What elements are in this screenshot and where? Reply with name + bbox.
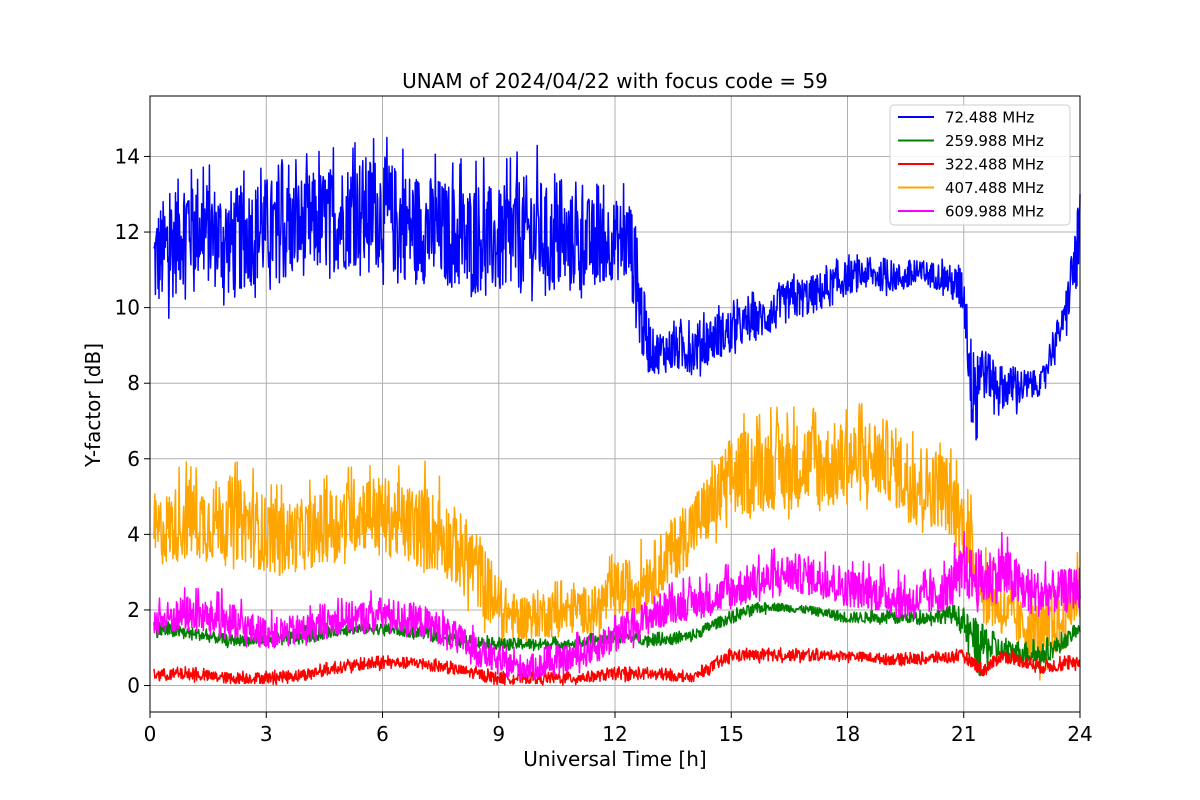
y-axis-ticks: 0 2 4 6 8 10 12 14: [115, 144, 150, 698]
x-tick-label: 24: [1067, 722, 1092, 746]
series-4: [153, 531, 1081, 680]
x-axis-ticks: 0 3 6 9 12 15 18 21 24: [144, 712, 1093, 746]
series-line: [153, 647, 1081, 686]
legend-entry: 322.488 MHz: [898, 156, 1044, 174]
x-tick-label: 6: [376, 722, 389, 746]
y-axis-label: Y-factor [dB]: [81, 343, 105, 468]
legend-label: 407.488 MHz: [945, 179, 1044, 197]
legend-label: 609.988 MHz: [945, 203, 1044, 221]
x-tick-label: 3: [260, 722, 273, 746]
series-layer: [153, 136, 1081, 686]
x-axis-label: Universal Time [h]: [523, 747, 706, 771]
y-tick-label: 12: [115, 220, 140, 244]
legend-box: [889, 104, 1071, 226]
legend: 72.488 MHz 259.988 MHz 322.488 MHz 407.4…: [889, 104, 1071, 226]
series-3: [153, 403, 1081, 681]
legend-label: 322.488 MHz: [945, 156, 1044, 174]
x-tick-label: 9: [492, 722, 505, 746]
legend-entry: 72.488 MHz: [898, 109, 1034, 127]
x-tick-label: 18: [835, 722, 860, 746]
y-tick-label: 0: [127, 674, 140, 698]
legend-entry: 609.988 MHz: [898, 203, 1044, 221]
x-tick-label: 12: [602, 722, 627, 746]
legend-entry: 259.988 MHz: [898, 132, 1044, 150]
x-tick-label: 15: [719, 722, 744, 746]
x-tick-label: 21: [951, 722, 976, 746]
y-tick-label: 6: [127, 447, 140, 471]
y-tick-label: 4: [127, 522, 140, 546]
series-0: [153, 136, 1081, 441]
series-line: [153, 136, 1081, 441]
y-tick-label: 10: [115, 296, 140, 320]
x-tick-label: 0: [144, 722, 157, 746]
series-line: [153, 531, 1081, 680]
y-tick-label: 2: [127, 598, 140, 622]
legend-label: 259.988 MHz: [945, 132, 1044, 150]
y-tick-label: 8: [127, 371, 140, 395]
legend-label: 72.488 MHz: [945, 109, 1034, 127]
legend-entry: 407.488 MHz: [898, 179, 1044, 197]
chart-title: UNAM of 2024/04/22 with focus code = 59: [402, 69, 828, 93]
series-2: [153, 647, 1081, 686]
y-tick-label: 14: [115, 144, 140, 168]
series-line: [153, 403, 1081, 681]
